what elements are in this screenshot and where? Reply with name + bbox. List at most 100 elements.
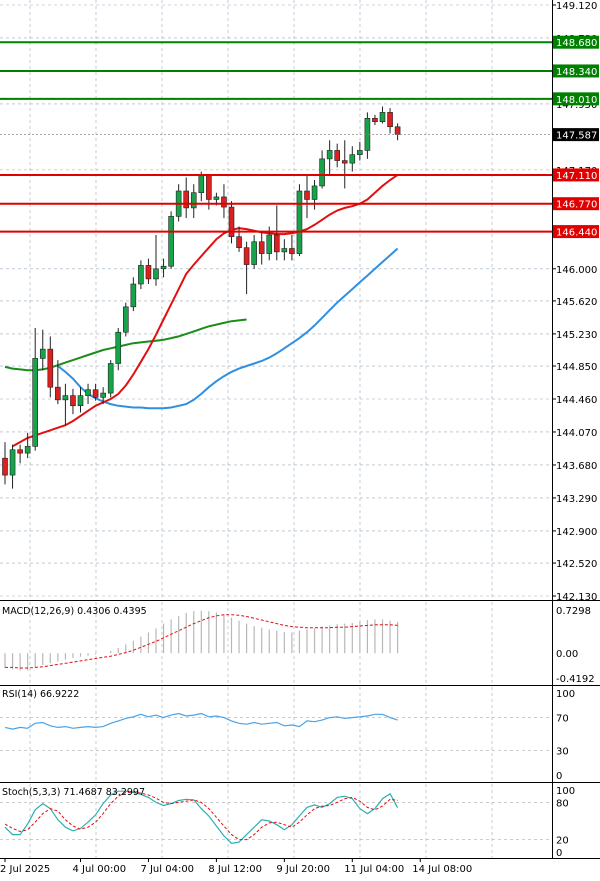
candle-body	[32, 358, 39, 447]
candle-body	[281, 248, 288, 253]
candle-body	[213, 196, 220, 200]
candle-body	[168, 216, 174, 267]
level-label-bg	[553, 35, 599, 49]
stoch-label: Stoch(5,3,3) 71.4687 83.2997	[2, 787, 145, 798]
price-tick-label: 142.520	[556, 559, 597, 570]
macd-tick-label: 0.00	[556, 649, 578, 660]
candle-body	[190, 192, 197, 209]
level-label: 148.340	[556, 67, 597, 78]
candle-body	[70, 395, 76, 407]
level-label: 146.440	[556, 228, 597, 239]
macd-label: MACD(12,26,9) 0.4306 0.4395	[2, 606, 147, 617]
candle-body	[341, 160, 348, 164]
price-tick-label: 149.120	[556, 1, 597, 12]
macd-tick-label: 0.7298	[556, 606, 591, 617]
candle-body	[319, 158, 325, 187]
rsi-tick-label: 70	[556, 714, 569, 725]
candle-body	[92, 389, 99, 398]
price-tick-label: 144.070	[556, 428, 597, 439]
candle-body	[296, 190, 303, 254]
ma-green-line	[4, 318, 247, 372]
price-tick-label: 143.680	[556, 461, 597, 472]
candle-body	[243, 247, 250, 265]
level-label: 148.010	[556, 95, 597, 106]
candle-body	[387, 112, 393, 128]
level-label: 146.770	[556, 200, 597, 211]
candle-body	[326, 150, 333, 160]
candle-body	[160, 265, 167, 270]
candle-body	[2, 457, 8, 476]
candle-body	[62, 395, 69, 401]
candle-body	[372, 117, 378, 122]
candle-body	[39, 348, 46, 359]
level-label-bg	[553, 92, 599, 106]
stoch-tick-label: 20	[556, 836, 569, 847]
candle-body	[206, 175, 212, 200]
rsi-label: RSI(14) 66.9222	[2, 689, 79, 700]
candle-body	[334, 150, 341, 161]
level-label: 148.680	[556, 38, 597, 49]
candle-body	[289, 248, 295, 254]
rsi-tick-label: 0	[556, 771, 562, 782]
candle-body	[273, 234, 280, 253]
x-tick-label: 4 Jul 00:00	[73, 864, 127, 875]
candle-body	[107, 363, 114, 394]
macd-tick-label: -0.4192	[556, 674, 595, 685]
candle-body	[123, 306, 129, 333]
price-tick-label: 143.290	[556, 494, 597, 505]
x-tick-label: 8 Jul 12:00	[208, 864, 262, 875]
stoch-tick-label: 80	[556, 798, 569, 809]
candle-body	[251, 241, 257, 265]
price-tick-label: 145.620	[556, 297, 597, 308]
candle-body	[138, 265, 144, 285]
candle-body	[115, 331, 122, 364]
candle-body	[304, 190, 310, 200]
stoch-tick-label: 0	[556, 848, 562, 859]
candle-body	[198, 175, 205, 193]
x-tick-label: 11 Jul 04:00	[344, 864, 404, 875]
candle-body	[9, 449, 16, 476]
candle-body	[145, 265, 152, 280]
candle-body	[266, 234, 273, 254]
rsi-tick-label: 30	[556, 746, 569, 757]
price-tick-label: 142.900	[556, 527, 597, 538]
candle-body	[17, 449, 23, 454]
ma-blue-line	[57, 247, 399, 410]
candle-body	[349, 154, 356, 164]
ma-red-line	[12, 174, 399, 448]
x-tick-label: 7 Jul 04:00	[140, 864, 194, 875]
stoch-d-line	[4, 791, 398, 841]
x-tick-label: 9 Jul 20:00	[276, 864, 330, 875]
candle-body	[24, 446, 31, 454]
candle-body	[85, 389, 91, 396]
candle-body	[183, 190, 189, 209]
candle-body	[77, 395, 84, 407]
rsi-line	[4, 712, 398, 730]
level-label-bg	[553, 197, 599, 211]
level-label: 147.110	[556, 171, 597, 182]
candle-body	[311, 185, 318, 200]
macd-histogram	[4, 610, 399, 671]
macd-signal-line	[5, 614, 398, 669]
x-tick-label: 14 Jul 08:00	[412, 864, 472, 875]
stoch-tick-label: 100	[556, 786, 575, 797]
candle-body	[394, 126, 401, 135]
gridlines	[0, 0, 552, 858]
candle-body	[47, 348, 54, 388]
price-tick-label: 146.000	[556, 265, 597, 276]
price-tick-label: 145.230	[556, 330, 597, 341]
candle-body	[379, 112, 386, 122]
candle-body	[100, 392, 106, 398]
candle-body	[357, 150, 363, 155]
price-tick-label: 144.850	[556, 362, 597, 373]
candle-body	[130, 283, 137, 308]
candle-body	[153, 268, 159, 280]
level-label-bg	[553, 64, 599, 78]
level-label-bg	[553, 168, 599, 182]
candle-body	[228, 206, 235, 237]
stoch-k-line	[4, 790, 399, 844]
candle-body	[258, 241, 265, 254]
level-label-bg	[553, 225, 599, 239]
